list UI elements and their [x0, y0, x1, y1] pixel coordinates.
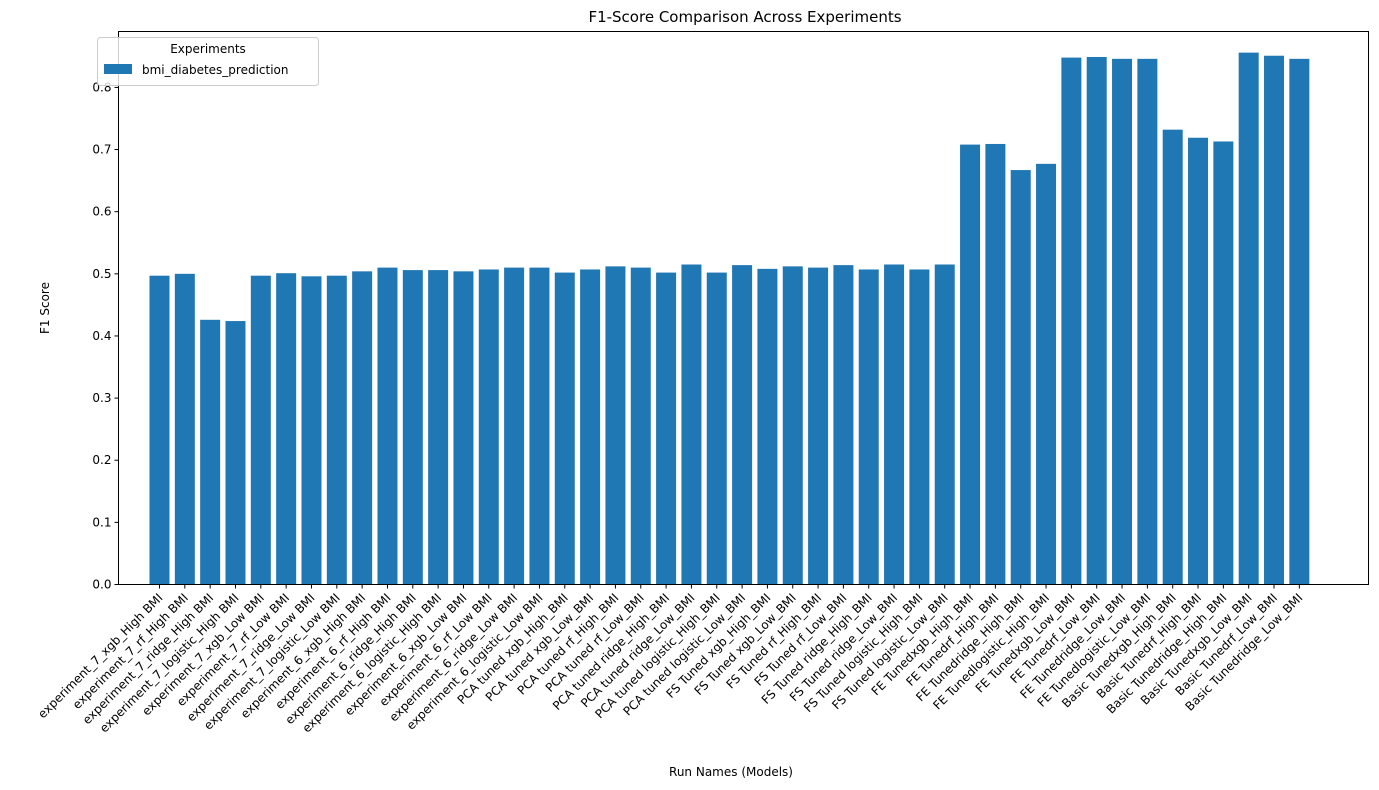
- bar: [1162, 129, 1183, 585]
- bar: [782, 266, 803, 585]
- bar: [1188, 137, 1209, 585]
- bar: [732, 265, 753, 585]
- bar: [605, 266, 626, 585]
- bar: [985, 143, 1006, 585]
- bar: [504, 267, 525, 585]
- y-tick-label: 0.4: [92, 329, 111, 343]
- y-axis-ticks: 0.00.10.20.30.40.50.60.70.8: [92, 80, 119, 592]
- bar: [174, 273, 195, 585]
- x-axis-label: Run Names (Models): [669, 765, 793, 779]
- bar: [326, 275, 347, 585]
- bar: [858, 269, 879, 585]
- bar: [1061, 57, 1082, 585]
- x-axis-ticks: experiment_7_xgb_High BMIexperiment_7_rf…: [35, 584, 1305, 735]
- y-tick-label: 0.7: [92, 143, 111, 157]
- bar: [276, 273, 297, 585]
- bar: [1112, 58, 1133, 585]
- bar: [402, 270, 423, 585]
- bar: [1137, 58, 1158, 585]
- bar: [250, 275, 271, 585]
- bar: [706, 272, 727, 585]
- bar: [757, 268, 778, 585]
- legend-box: [97, 37, 319, 86]
- bar: [149, 275, 170, 585]
- bar: [377, 267, 398, 585]
- legend-entry-label: bmi_diabetes_prediction: [142, 63, 289, 77]
- bar: [1264, 55, 1285, 585]
- legend-swatch: [104, 64, 132, 74]
- bar: [960, 144, 981, 585]
- bar: [200, 319, 221, 585]
- bar: [884, 264, 905, 585]
- bar: [1010, 170, 1031, 585]
- y-tick-label: 0.1: [92, 515, 111, 529]
- bar: [301, 276, 322, 585]
- bars-layer: [149, 52, 1310, 585]
- y-tick-label: 0.3: [92, 391, 111, 405]
- bar: [1289, 58, 1310, 585]
- plot-frame: [118, 31, 1369, 585]
- bar: [428, 270, 449, 585]
- y-axis-label: F1 Score: [38, 282, 52, 334]
- bar: [1036, 163, 1057, 585]
- legend-title: Experiments: [170, 42, 246, 56]
- y-tick-label: 0.0: [92, 578, 111, 592]
- bar: [453, 271, 474, 585]
- bar: [580, 269, 601, 585]
- bar: [352, 271, 373, 585]
- bar: [656, 272, 677, 585]
- bar: [934, 264, 955, 585]
- bar: [225, 321, 246, 585]
- bar: [808, 267, 829, 585]
- bar: [630, 267, 651, 585]
- bar: [1213, 141, 1234, 585]
- legend: Experiments bmi_diabetes_prediction: [97, 37, 319, 86]
- bar: [833, 265, 854, 585]
- y-tick-label: 0.5: [92, 267, 111, 281]
- bar: [529, 267, 550, 585]
- bar: [909, 269, 930, 585]
- bar: [1238, 52, 1259, 585]
- bar: [1086, 56, 1107, 585]
- chart-title: F1-Score Comparison Across Experiments: [588, 8, 901, 26]
- y-tick-label: 0.2: [92, 453, 111, 467]
- bar: [681, 264, 702, 585]
- bar: [554, 272, 575, 585]
- y-tick-label: 0.6: [92, 205, 111, 219]
- bar: [478, 269, 499, 585]
